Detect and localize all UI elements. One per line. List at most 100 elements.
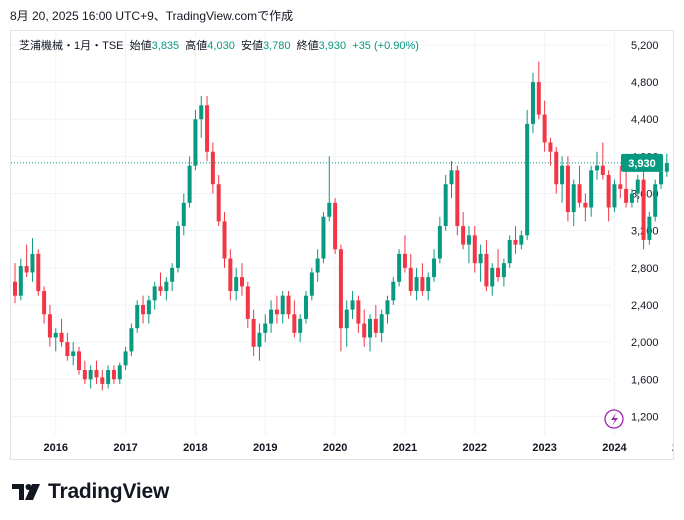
candle-body[interactable] bbox=[606, 174, 611, 208]
candle-body[interactable] bbox=[437, 226, 442, 259]
candle-body[interactable] bbox=[82, 369, 87, 380]
candle-body[interactable] bbox=[548, 142, 553, 152]
candle-body[interactable] bbox=[612, 184, 617, 208]
candle-body[interactable] bbox=[653, 184, 658, 217]
candle-body[interactable] bbox=[111, 369, 116, 380]
candle-body[interactable] bbox=[286, 295, 291, 315]
candle-body[interactable] bbox=[397, 253, 402, 282]
chart-panel[interactable]: 芝浦機械・1月・TSE 始値3,835 高値4,030 安値3,780 終値3,… bbox=[10, 30, 674, 460]
candle-body[interactable] bbox=[647, 216, 652, 240]
candle-body[interactable] bbox=[565, 165, 570, 213]
candle-body[interactable] bbox=[304, 295, 308, 319]
candle-body[interactable] bbox=[123, 351, 128, 366]
candle-body[interactable] bbox=[24, 265, 29, 273]
candle-body[interactable] bbox=[298, 318, 303, 333]
candle-body[interactable] bbox=[402, 253, 407, 268]
candle-body[interactable] bbox=[414, 277, 419, 292]
candle-body[interactable] bbox=[77, 351, 82, 370]
candle-body[interactable] bbox=[519, 235, 524, 245]
candle-body[interactable] bbox=[135, 304, 140, 329]
candle-body[interactable] bbox=[106, 369, 111, 384]
candle-body[interactable] bbox=[344, 309, 349, 329]
candle-body[interactable] bbox=[222, 221, 227, 259]
candle-body[interactable] bbox=[338, 249, 343, 329]
candle-body[interactable] bbox=[536, 82, 541, 115]
candle-body[interactable] bbox=[181, 202, 186, 227]
candle-body[interactable] bbox=[659, 171, 664, 185]
candle-body[interactable] bbox=[373, 318, 378, 333]
candle-body[interactable] bbox=[350, 300, 355, 310]
candle-body[interactable] bbox=[641, 179, 646, 240]
candle-body[interactable] bbox=[141, 304, 146, 315]
candle-body[interactable] bbox=[30, 253, 35, 273]
candle-body[interactable] bbox=[525, 123, 530, 236]
candle-body[interactable] bbox=[420, 277, 425, 292]
candle-body[interactable] bbox=[501, 263, 506, 278]
candle-body[interactable] bbox=[461, 226, 466, 245]
candle-body[interactable] bbox=[513, 239, 518, 245]
candle-body[interactable] bbox=[635, 179, 640, 194]
candle-body[interactable] bbox=[577, 184, 582, 203]
candle-body[interactable] bbox=[239, 277, 244, 287]
candle-body[interactable] bbox=[280, 295, 285, 315]
candle-body[interactable] bbox=[13, 281, 17, 296]
candle-body[interactable] bbox=[472, 235, 477, 264]
candle-body[interactable] bbox=[629, 193, 634, 203]
candle-body[interactable] bbox=[408, 267, 413, 292]
candle-body[interactable] bbox=[664, 162, 669, 172]
candle-body[interactable] bbox=[466, 235, 471, 245]
candle-body[interactable] bbox=[333, 202, 338, 250]
candle-body[interactable] bbox=[170, 267, 175, 282]
candle-body[interactable] bbox=[152, 286, 157, 301]
candle-body[interactable] bbox=[449, 170, 454, 185]
candle-body[interactable] bbox=[117, 365, 122, 380]
candle-body[interactable] bbox=[583, 202, 588, 208]
candle-body[interactable] bbox=[321, 216, 326, 259]
candle-body[interactable] bbox=[205, 105, 210, 152]
price-chart[interactable]: 1,2001,6002,0002,4002,8003,2003,6004,000… bbox=[11, 31, 674, 460]
candle-body[interactable] bbox=[88, 369, 93, 380]
candle-body[interactable] bbox=[379, 314, 384, 333]
candle-body[interactable] bbox=[129, 328, 134, 352]
candle-body[interactable] bbox=[274, 309, 279, 315]
candle-body[interactable] bbox=[245, 286, 250, 319]
candle-body[interactable] bbox=[193, 119, 198, 166]
candle-body[interactable] bbox=[100, 377, 105, 384]
candle-body[interactable] bbox=[327, 202, 332, 217]
candle-body[interactable] bbox=[175, 226, 180, 268]
candle-body[interactable] bbox=[554, 151, 559, 185]
candle-body[interactable] bbox=[146, 300, 151, 315]
candle-body[interactable] bbox=[507, 239, 512, 264]
candle-body[interactable] bbox=[251, 318, 256, 347]
candle-body[interactable] bbox=[542, 114, 547, 143]
candle-body[interactable] bbox=[484, 253, 489, 287]
candle-body[interactable] bbox=[53, 332, 58, 338]
candle-body[interactable] bbox=[391, 281, 396, 301]
candle-body[interactable] bbox=[315, 258, 320, 273]
candle-body[interactable] bbox=[432, 258, 437, 278]
candle-body[interactable] bbox=[292, 314, 297, 333]
candle-body[interactable] bbox=[560, 165, 565, 185]
candle-body[interactable] bbox=[618, 184, 623, 189]
candle-body[interactable] bbox=[94, 369, 99, 378]
candle-body[interactable] bbox=[199, 105, 204, 120]
candle-body[interactable] bbox=[600, 165, 605, 175]
tradingview-brand[interactable]: TradingView bbox=[12, 478, 169, 506]
candle-body[interactable] bbox=[257, 332, 262, 347]
candle-body[interactable] bbox=[36, 253, 41, 292]
candle-body[interactable] bbox=[368, 318, 373, 338]
candle-body[interactable] bbox=[362, 323, 367, 338]
candle-body[interactable] bbox=[47, 314, 52, 338]
candle-body[interactable] bbox=[624, 188, 629, 203]
candle-body[interactable] bbox=[42, 291, 47, 315]
candle-body[interactable] bbox=[385, 300, 390, 315]
candle-body[interactable] bbox=[59, 332, 64, 343]
candle-body[interactable] bbox=[426, 277, 431, 292]
candle-body[interactable] bbox=[595, 165, 599, 171]
candle-body[interactable] bbox=[309, 272, 314, 296]
candle-body[interactable] bbox=[356, 300, 361, 324]
candle-body[interactable] bbox=[210, 151, 215, 185]
candle-body[interactable] bbox=[164, 281, 169, 292]
candle-body[interactable] bbox=[530, 82, 535, 124]
candle-body[interactable] bbox=[187, 165, 192, 203]
